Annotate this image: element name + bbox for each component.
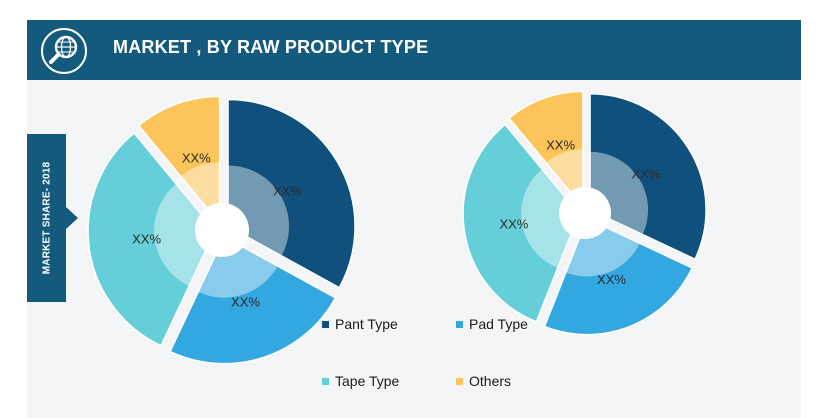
slice-label-others: XX% <box>546 137 575 152</box>
donut-chart-1: XX% XX% XX% XX% <box>87 95 356 365</box>
legend-label-others: Others <box>469 373 512 389</box>
market-share-tab: MARKET SHARE- 2018 <box>27 134 66 302</box>
magnifier-globe-icon <box>39 26 89 76</box>
slice-pant-type <box>227 98 356 289</box>
slice-label-tape-type: XX% <box>499 216 528 231</box>
slice-label-tape-type: XX% <box>132 232 161 247</box>
header-bar: MARKET , BY RAW PRODUCT TYPE <box>27 20 801 80</box>
legend-item-tape-type: Tape Type <box>322 373 399 389</box>
legend-swatch-pant-type <box>322 320 329 328</box>
slice-pant-type <box>589 93 707 261</box>
slice-tape-type <box>87 131 216 347</box>
legend-item-others: Others <box>456 373 511 389</box>
slice-hub-tape-type <box>521 169 580 268</box>
legend-item-pad-type: Pad Type <box>456 316 528 332</box>
legend-swatch-others <box>456 377 463 385</box>
slice-others <box>507 90 584 210</box>
slice-label-pant-type: XX% <box>273 183 302 198</box>
page-title: MARKET , BY RAW PRODUCT TYPE <box>113 37 429 57</box>
slice-pad-type <box>169 235 337 365</box>
donut-hole <box>559 187 611 239</box>
slice-label-pant-type: XX% <box>631 166 660 181</box>
legend-label-pad-type: Pad Type <box>469 316 528 332</box>
slice-label-others: XX% <box>182 151 211 166</box>
slice-others <box>137 95 221 226</box>
legend-label-tape-type: Tape Type <box>335 373 400 389</box>
legend-item-pant-type: Pant Type <box>322 316 398 332</box>
slice-label-pad-type: XX% <box>597 272 626 287</box>
slice-label-pad-type: XX% <box>231 294 260 309</box>
donut-chart-2: XX% XX% XX% XX% <box>462 90 707 336</box>
side-tab-pointer <box>66 207 78 229</box>
slice-hub-tape-type <box>154 183 216 287</box>
legend-label-pant-type: Pant Type <box>335 316 398 332</box>
legend-swatch-pad-type <box>456 320 463 328</box>
legend-swatch-tape-type <box>322 377 329 385</box>
donut-hole <box>195 203 249 257</box>
slice-tape-type <box>462 123 580 323</box>
slice-pad-type <box>543 217 694 336</box>
